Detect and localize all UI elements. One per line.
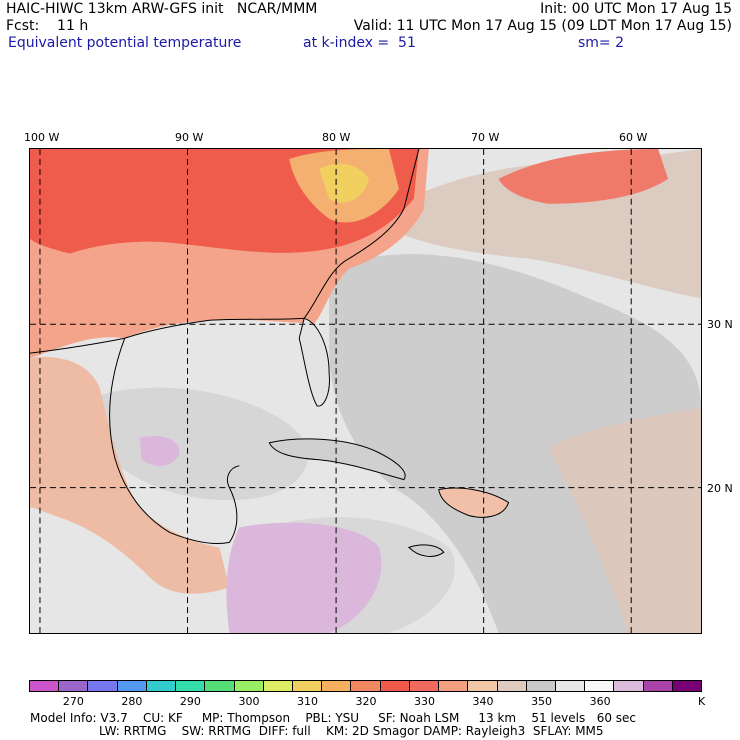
graticule bbox=[30, 149, 701, 633]
colorbar-swatch bbox=[351, 681, 381, 691]
colorbar-swatch bbox=[380, 681, 410, 691]
colorbar bbox=[29, 680, 702, 692]
mexico-coastline bbox=[109, 338, 240, 544]
latitude-label: 20 N bbox=[707, 482, 733, 495]
forecast-hour: Fcst: 11 h bbox=[6, 18, 89, 34]
florida-peninsula bbox=[298, 317, 330, 407]
colorbar-swatch bbox=[614, 681, 644, 691]
colorbar-swatch bbox=[555, 681, 586, 691]
longitude-label: 80 W bbox=[322, 131, 351, 144]
longitude-label: 70 W bbox=[471, 131, 500, 144]
colorbar-swatch bbox=[176, 681, 206, 691]
appalachian-yellow-patch bbox=[319, 163, 369, 203]
colorbar-swatch bbox=[439, 681, 469, 691]
colorbar-swatch bbox=[117, 681, 147, 691]
colorbar-units: K bbox=[698, 695, 706, 708]
colorbar-tick-label: 320 bbox=[355, 695, 377, 708]
smoothing-label: sm= 2 bbox=[578, 35, 625, 51]
valid-time: Valid: 11 UTC Mon 17 Aug 15 (09 LDT Mon … bbox=[353, 18, 732, 34]
colorbar-swatch bbox=[234, 681, 264, 691]
colorbar-tick-label: 360 bbox=[589, 695, 611, 708]
colorbar-swatch bbox=[468, 681, 498, 691]
footer-line-2: LW: RRTMG SW: RRTMG DIFF: full KM: 2D Sm… bbox=[99, 724, 604, 738]
colorbar-tick-label: 340 bbox=[472, 695, 494, 708]
colorbar-swatch bbox=[672, 681, 702, 691]
colorbar-swatch bbox=[643, 681, 673, 691]
longitude-label: 100 W bbox=[24, 131, 60, 144]
title-line: HAIC-HIWC 13km ARW-GFS init NCAR/MMM bbox=[6, 1, 318, 17]
map-canvas bbox=[30, 149, 701, 633]
footer-line-1: Model Info: V3.7 CU: KF MP: Thompson PBL… bbox=[30, 711, 637, 725]
colorbar-swatch bbox=[88, 681, 118, 691]
cuba-island bbox=[268, 438, 406, 481]
colorbar-swatch bbox=[497, 681, 527, 691]
colorbar-swatch bbox=[585, 681, 615, 691]
colorbar-swatch bbox=[59, 681, 89, 691]
colorbar-tick-label: 270 bbox=[62, 695, 84, 708]
puerto-rico-island bbox=[407, 544, 445, 557]
colorbar-tick-label: 350 bbox=[531, 695, 553, 708]
colorbar-swatch bbox=[205, 681, 235, 691]
field-name: Equivalent potential temperature bbox=[8, 35, 242, 51]
colorbar-tick-label: 280 bbox=[121, 695, 143, 708]
colorbar-swatch bbox=[30, 681, 60, 691]
colorbar-swatch bbox=[292, 681, 323, 691]
caribbean-lavender-patch bbox=[226, 522, 382, 633]
colorbar-swatch bbox=[409, 681, 440, 691]
northeast-coral-patch bbox=[498, 149, 669, 204]
colorbar-swatch bbox=[263, 681, 293, 691]
colorbar-tick-label: 330 bbox=[414, 695, 436, 708]
latitude-label: 30 N bbox=[707, 318, 733, 331]
mexico-land bbox=[30, 356, 230, 594]
longitude-label: 60 W bbox=[619, 131, 648, 144]
theta-e-map bbox=[29, 148, 702, 634]
colorbar-tick-label: 310 bbox=[296, 695, 318, 708]
hispaniola-island bbox=[438, 487, 510, 518]
colorbar-swatch bbox=[526, 681, 556, 691]
colorbar-swatch bbox=[146, 681, 177, 691]
colorbar-tick-label: 290 bbox=[179, 695, 201, 708]
longitude-label: 90 W bbox=[175, 131, 204, 144]
east-tan-field bbox=[548, 407, 701, 633]
init-time: Init: 00 UTC Mon 17 Aug 15 bbox=[540, 1, 732, 17]
level-label: at k-index = 51 bbox=[303, 35, 416, 51]
gulf-gray-field bbox=[89, 387, 309, 501]
gulf-lavender-patch bbox=[139, 435, 180, 466]
colorbar-tick-label: 300 bbox=[238, 695, 260, 708]
colorbar-swatch bbox=[322, 681, 352, 691]
